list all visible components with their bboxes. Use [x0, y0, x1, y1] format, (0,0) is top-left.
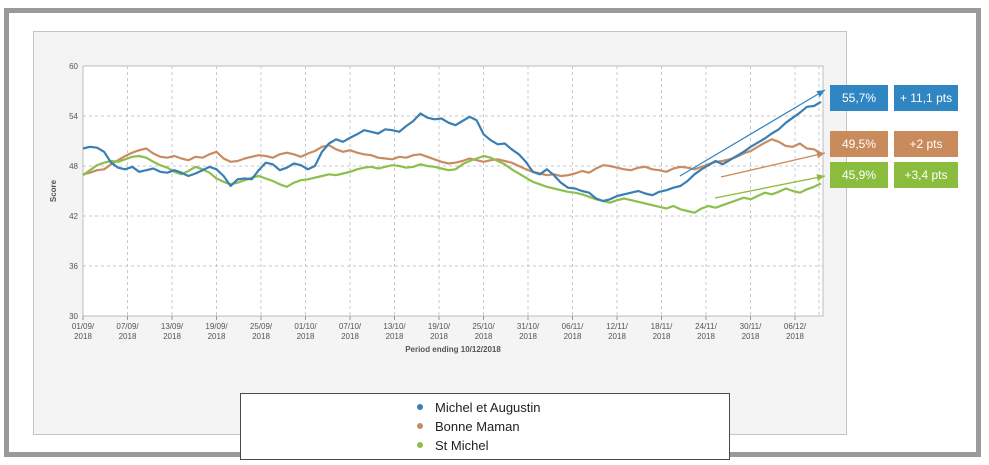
legend-label: Bonne Maman: [435, 418, 520, 434]
series-line-bonne-maman: [82, 138, 822, 178]
score-badge: 45,9%: [830, 162, 888, 188]
x-tick-label-year: 2018: [608, 332, 626, 341]
y-tick-label: 30: [69, 312, 78, 321]
change-badge: +3,4 pts: [894, 162, 958, 188]
x-tick-label-year: 2018: [653, 332, 671, 341]
x-tick-label: 25/10/: [472, 322, 495, 331]
x-tick-label-year: 2018: [475, 332, 493, 341]
y-tick-label: 54: [69, 112, 78, 121]
chart-panel: 30 36 42 48 54 60 01/09/2018 07/09/2018 13/09/20…: [33, 31, 847, 460]
legend-label: St Michel: [435, 437, 489, 453]
x-tick-label-year: 2018: [697, 332, 715, 341]
change-badge: +2 pts: [894, 131, 958, 157]
y-axis-title: Score: [49, 179, 58, 202]
x-tick-label-year: 2018: [564, 332, 582, 341]
x-tick-label-year: 2018: [297, 332, 315, 341]
x-tick-label-year: 2018: [742, 332, 760, 341]
legend-item: St Michel: [417, 436, 488, 454]
x-tick-label: 25/09/: [250, 322, 273, 331]
trend-arrow-st-michel: [714, 175, 826, 199]
y-tick-label: 42: [69, 212, 78, 221]
x-tick-label: 07/10/: [339, 322, 362, 331]
x-axis-title: Period ending 10/12/2018: [405, 345, 501, 354]
x-tick-label: 07/09/: [116, 322, 139, 331]
legend-marker: [417, 442, 423, 448]
x-tick-label-year: 2018: [786, 332, 804, 341]
score-badge: 55,7%: [830, 85, 888, 111]
plot-area: [82, 65, 824, 317]
y-tick-label: 36: [69, 262, 78, 271]
x-tick-label: 12/11/: [606, 322, 628, 331]
score-badge: 49,5%: [830, 131, 888, 157]
x-tick-label: 31/10/: [517, 322, 540, 331]
legend-item: Bonne Maman: [417, 417, 520, 435]
x-tick-label-year: 2018: [119, 332, 137, 341]
x-tick-label-year: 2018: [252, 332, 270, 341]
change-badge: + 11,1 pts: [894, 85, 958, 111]
legend-item: Michel et Augustin: [417, 398, 541, 416]
x-tick-label: 30/11/: [740, 322, 762, 331]
trend-arrow-bonne-maman: [720, 152, 826, 178]
x-tick-label: 01/10/: [294, 322, 317, 331]
x-tick-label: 01/09/: [72, 322, 95, 331]
x-tick-label-year: 2018: [386, 332, 404, 341]
x-tick-label-year: 2018: [341, 332, 359, 341]
legend-label: Michel et Augustin: [435, 399, 541, 415]
chart-legend: Michel et Augustin Bonne Maman St Michel: [240, 393, 730, 460]
y-tick-label: 60: [69, 62, 78, 71]
x-tick-label-year: 2018: [163, 332, 181, 341]
x-tick-label-year: 2018: [74, 332, 92, 341]
trend-arrow-bonne-maman-head: [816, 151, 825, 159]
x-tick-label: 19/09/: [205, 322, 228, 331]
line-chart: 30364248546001/09/201807/09/201813/09/20…: [49, 62, 826, 354]
x-tick-label: 18/11/: [651, 322, 673, 331]
trend-arrow-st-michel-head: [816, 174, 825, 182]
trend-arrow-michel-et-augustin-head: [816, 90, 825, 98]
x-tick-label: 19/10/: [428, 322, 451, 331]
series-line-michel-et-augustin: [82, 100, 822, 203]
legend-marker: [417, 404, 423, 410]
x-tick-label: 13/09/: [161, 322, 184, 331]
legend-marker: [417, 423, 423, 429]
x-tick-label-year: 2018: [208, 332, 226, 341]
y-tick-label: 48: [69, 162, 78, 171]
x-tick-label: 06/11/: [562, 322, 584, 331]
x-tick-label-year: 2018: [430, 332, 448, 341]
trend-arrow-michel-et-augustin: [679, 89, 826, 177]
x-tick-label: 06/12/: [784, 322, 807, 331]
x-tick-label: 13/10/: [383, 322, 406, 331]
series-line-st-michel: [82, 154, 822, 214]
x-tick-label: 24/11/: [695, 322, 717, 331]
x-tick-label-year: 2018: [519, 332, 537, 341]
